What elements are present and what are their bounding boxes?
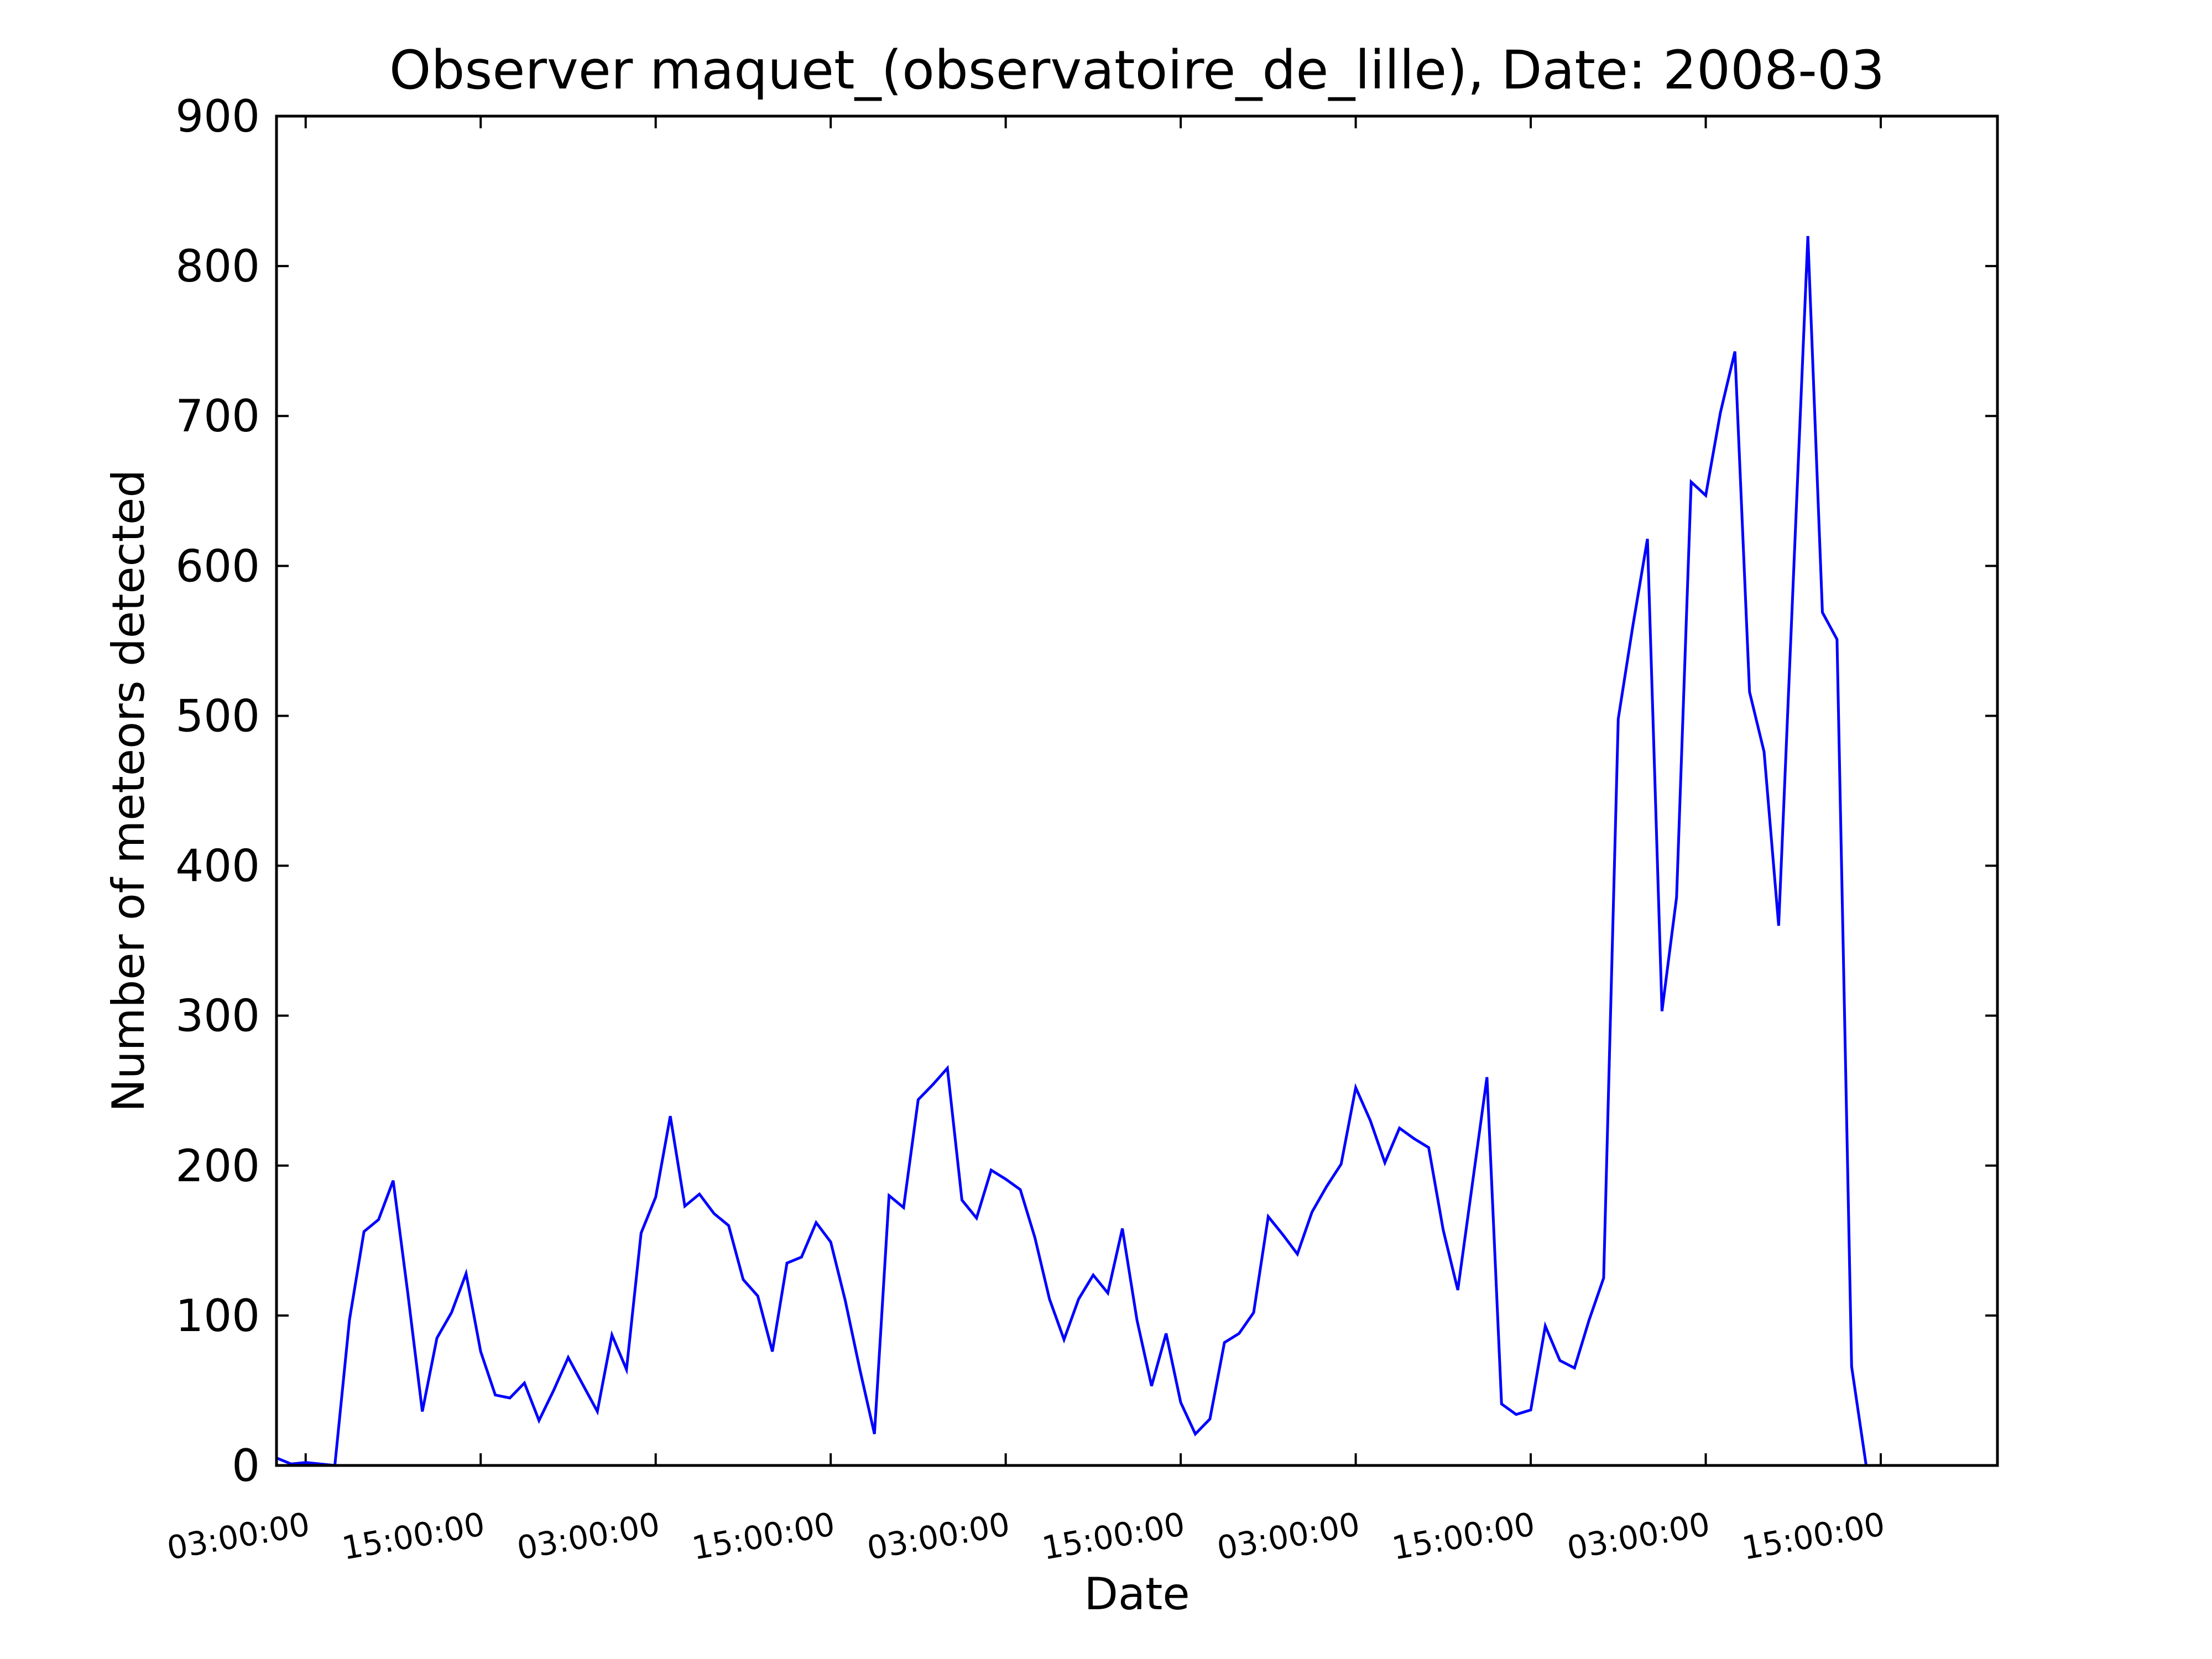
y-tick-label: 500 bbox=[175, 690, 260, 742]
x-tick-label: 03:00:00 bbox=[1564, 1505, 1713, 1567]
y-tick-label: 800 bbox=[175, 241, 260, 292]
y-tick-label: 0 bbox=[232, 1440, 260, 1491]
x-tick-label: 15:00:00 bbox=[1739, 1505, 1887, 1567]
y-tick-label: 700 bbox=[175, 390, 260, 442]
x-axis-label: Date bbox=[1084, 1568, 1190, 1620]
y-tick-label: 100 bbox=[175, 1290, 260, 1342]
y-axis-label: Number of meteors detected bbox=[103, 469, 154, 1112]
y-tick-label: 600 bbox=[175, 540, 260, 592]
plot-area-frame bbox=[275, 114, 1999, 1467]
x-tick-label: 15:00:00 bbox=[1039, 1505, 1187, 1567]
x-tick-label: 15:00:00 bbox=[339, 1505, 487, 1567]
y-tick-label: 400 bbox=[175, 841, 260, 892]
y-axis: 0 100 200 300 400 500 600 700 800 900 bbox=[175, 91, 1997, 1491]
meteor-count-line bbox=[276, 236, 1997, 1467]
x-tick-label: 03:00:00 bbox=[514, 1505, 662, 1567]
y-tick-label: 300 bbox=[175, 990, 260, 1042]
x-tick-label: 15:00:00 bbox=[689, 1505, 837, 1567]
x-tick-label: 03:00:00 bbox=[864, 1505, 1013, 1567]
x-tick-label: 03:00:00 bbox=[1214, 1505, 1363, 1567]
x-tick-label: 03:00:00 bbox=[164, 1505, 312, 1567]
x-tick-label: 15:00:00 bbox=[1389, 1505, 1537, 1567]
y-tick-label: 900 bbox=[175, 91, 260, 142]
y-tick-label: 200 bbox=[175, 1140, 260, 1192]
chart-title: Observer maquet_(observatoire_de_lille),… bbox=[389, 39, 1885, 101]
x-axis: 03:00:00 15:00:00 03:00:00 15:00:00 03:00:00… bbox=[164, 116, 1887, 1567]
